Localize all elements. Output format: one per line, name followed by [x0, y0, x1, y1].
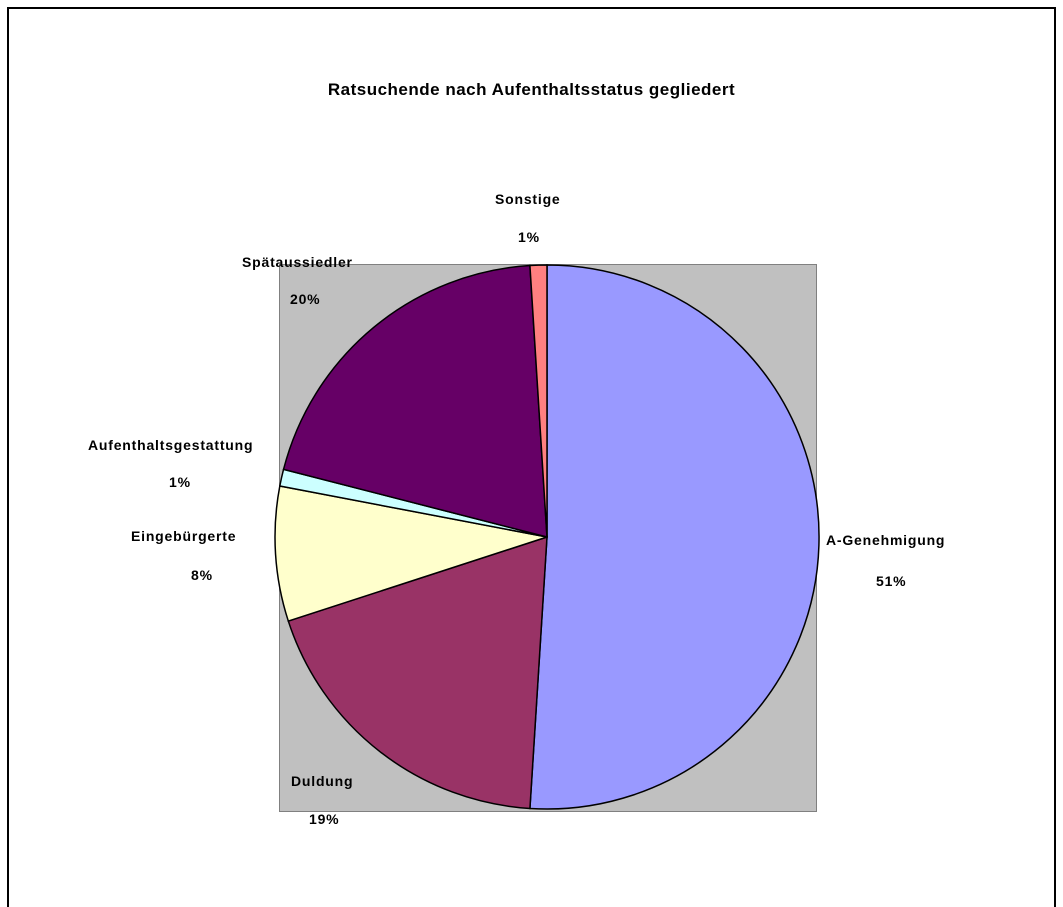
slice-label-spataussiedler: Spätaussiedler	[242, 254, 353, 270]
slice-value-spataussiedler: 20%	[290, 291, 321, 307]
slice-label-sonstige: Sonstige	[495, 191, 561, 207]
slice-value-sonstige: 1%	[518, 229, 540, 245]
pie-slice-sp-taussiedler	[282, 264, 548, 538]
slice-value-a-genehmigung: 51%	[876, 573, 907, 589]
slice-label-eingeburgerte: Eingebürgerte	[131, 528, 237, 544]
chart-frame	[7, 7, 1056, 907]
slice-value-duldung: 19%	[309, 811, 340, 827]
slice-value-aufenthaltsgestattung: 1%	[169, 474, 191, 490]
pie-slice-a-genehmigung	[529, 264, 820, 810]
chart-title: Ratsuchende nach Aufenthaltsstatus gegli…	[327, 80, 736, 99]
slice-label-duldung: Duldung	[291, 773, 354, 789]
pie-slice-eingeb-rgerte	[274, 485, 548, 622]
slice-label-aufenthaltsgestattung: Aufenthaltsgestattung	[88, 437, 254, 453]
pie-slice-duldung	[287, 535, 548, 810]
pie-slice-sonstige	[529, 264, 548, 538]
slice-label-a-genehmigung: A-Genehmigung	[826, 532, 946, 548]
slice-value-eingeburgerte: 8%	[191, 567, 213, 583]
